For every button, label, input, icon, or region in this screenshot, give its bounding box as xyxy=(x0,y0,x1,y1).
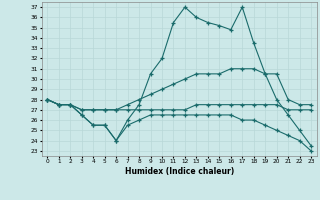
X-axis label: Humidex (Indice chaleur): Humidex (Indice chaleur) xyxy=(124,167,234,176)
